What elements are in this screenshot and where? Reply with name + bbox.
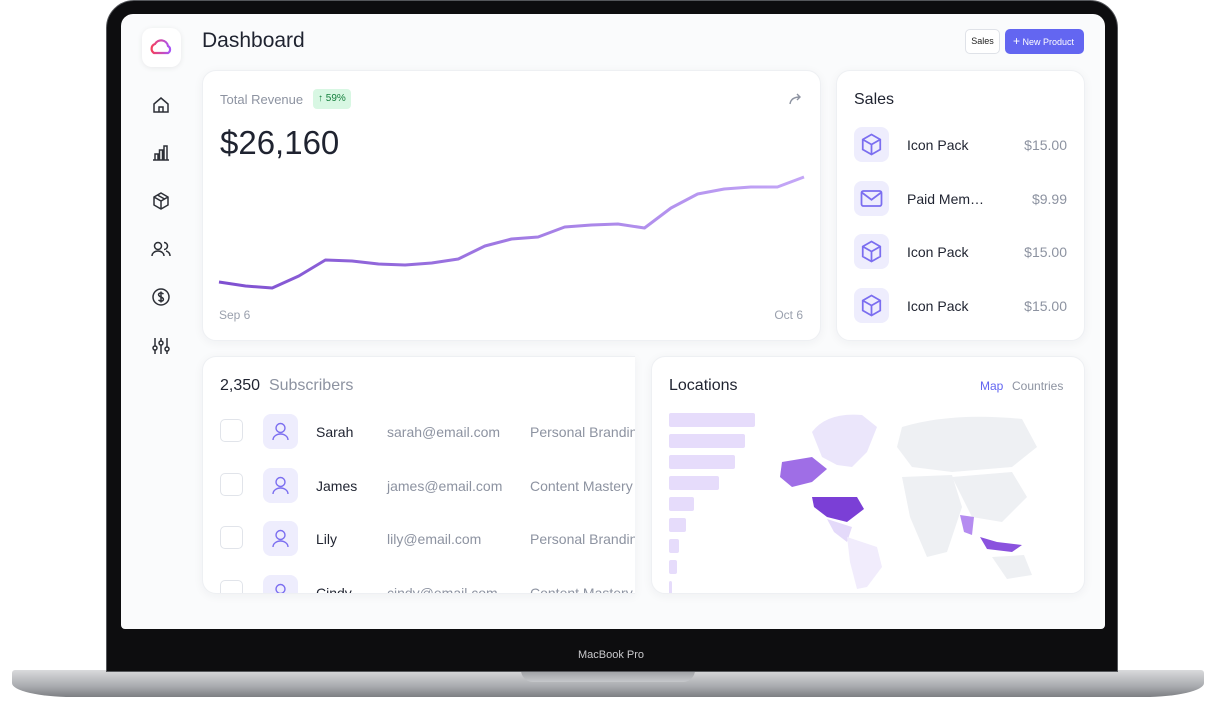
location-bar <box>669 518 686 532</box>
row-checkbox[interactable] <box>220 526 243 549</box>
icon <box>861 133 882 156</box>
location-bar <box>669 476 719 490</box>
page-title: Dashboard <box>202 29 305 52</box>
product-price: $15.00 <box>1024 297 1067 314</box>
avatar-icon <box>275 583 286 593</box>
product-name: Icon Pack <box>907 244 969 260</box>
nav-users[interactable] <box>150 238 172 260</box>
subscriber-course: Personal Branding <box>530 424 635 440</box>
location-bar <box>669 581 672 593</box>
product-icon <box>854 287 889 323</box>
row-checkbox[interactable] <box>220 419 243 442</box>
avatar-icon <box>272 422 289 441</box>
product-price: $15.00 <box>1024 137 1067 153</box>
product-name: Icon Pack <box>907 297 969 314</box>
subscriber-course: Personal Branding <box>530 531 635 547</box>
locations-chart <box>669 413 1037 593</box>
sales-button[interactable]: Sales <box>965 29 1000 54</box>
growth-value: 59% <box>325 93 346 104</box>
card-title: Locations <box>669 377 738 394</box>
card-label: Total Revenue <box>220 92 304 107</box>
revenue-card: Total Revenue ↑ 59% $26,160 Sep 6 Oct 6 <box>202 70 821 341</box>
avatar-icon <box>272 476 289 494</box>
sales-card: Sales Icon Pack $15.00 Paid Mem… $9.99 Icon … <box>836 70 1085 341</box>
product-price: $15.00 <box>1024 244 1067 260</box>
subscriber-email: lily@email.com <box>387 531 482 547</box>
plus-icon: + <box>1013 34 1021 48</box>
nav-analytics[interactable] <box>150 142 172 164</box>
share-icon[interactable] <box>788 91 804 107</box>
subscriber-course: Content Mastery <box>530 477 633 494</box>
location-bar <box>669 413 755 427</box>
growth-badge: ↑ 59% <box>313 89 351 109</box>
new-product-button[interactable]: + New Product <box>1005 29 1084 54</box>
avatar <box>263 574 298 593</box>
locations-card: Locations Map Countries <box>651 356 1085 594</box>
nav-products[interactable] <box>150 190 172 212</box>
countries-tab[interactable]: Countries <box>1012 379 1064 393</box>
avatar <box>263 414 298 449</box>
map-tab[interactable]: Map <box>980 379 1004 393</box>
revenue-line <box>218 175 805 290</box>
subscriber-name: Sarah <box>316 424 354 440</box>
subscribers-card: 2,350 Subscribers Sarah sarah@email.com Pe… <box>202 356 635 594</box>
subscriber-email: cindy@email.com <box>387 584 498 594</box>
revenue-chart <box>218 175 805 290</box>
nav-settings[interactable] <box>150 335 172 357</box>
subscribers-header: 2,350 Subscribers <box>220 377 353 395</box>
x-start-label: Sep 6 <box>219 308 251 322</box>
logo-icon <box>150 39 172 55</box>
laptop-notch <box>521 670 695 682</box>
product-icon <box>854 180 889 216</box>
subscriber-name: Cindy <box>316 584 352 594</box>
subscriber-name: Lily <box>316 531 338 547</box>
logo <box>142 28 181 67</box>
subscriber-email: sarah@email.com <box>387 424 501 440</box>
location-bar <box>669 560 677 574</box>
subscriber-name: James <box>316 477 358 494</box>
laptop-label: MacBook Pro <box>577 649 645 661</box>
row-checkbox[interactable] <box>220 579 243 593</box>
product-name: Icon Pack <box>907 137 969 153</box>
product-icon <box>854 127 889 162</box>
button-label: New Product <box>1022 37 1075 47</box>
revenue-total: $26,160 <box>220 124 340 161</box>
product-icon <box>854 234 889 269</box>
avatar <box>263 467 298 503</box>
avatar <box>263 521 298 556</box>
icon <box>861 293 882 317</box>
location-bar <box>669 434 745 448</box>
product-name: Paid Mem… <box>907 190 985 207</box>
row-checkbox[interactable] <box>220 472 243 496</box>
subscriber-label: Subscribers <box>268 377 354 394</box>
nav-home[interactable] <box>150 94 172 116</box>
location-bar <box>669 539 679 553</box>
product-price: $9.99 <box>1031 190 1067 207</box>
card-title: Sales <box>854 91 895 108</box>
icon <box>860 189 883 207</box>
x-end-label: Oct 6 <box>774 308 803 322</box>
location-bar <box>669 497 694 511</box>
icon <box>861 240 882 263</box>
avatar-icon <box>272 529 289 548</box>
subscriber-email: james@email.com <box>387 477 503 494</box>
subscriber-count: 2,350 <box>220 377 261 394</box>
world-map <box>780 414 1037 589</box>
location-bar <box>669 455 735 469</box>
subscriber-course: Content Mastery <box>530 584 633 594</box>
nav-billing[interactable] <box>150 286 172 308</box>
